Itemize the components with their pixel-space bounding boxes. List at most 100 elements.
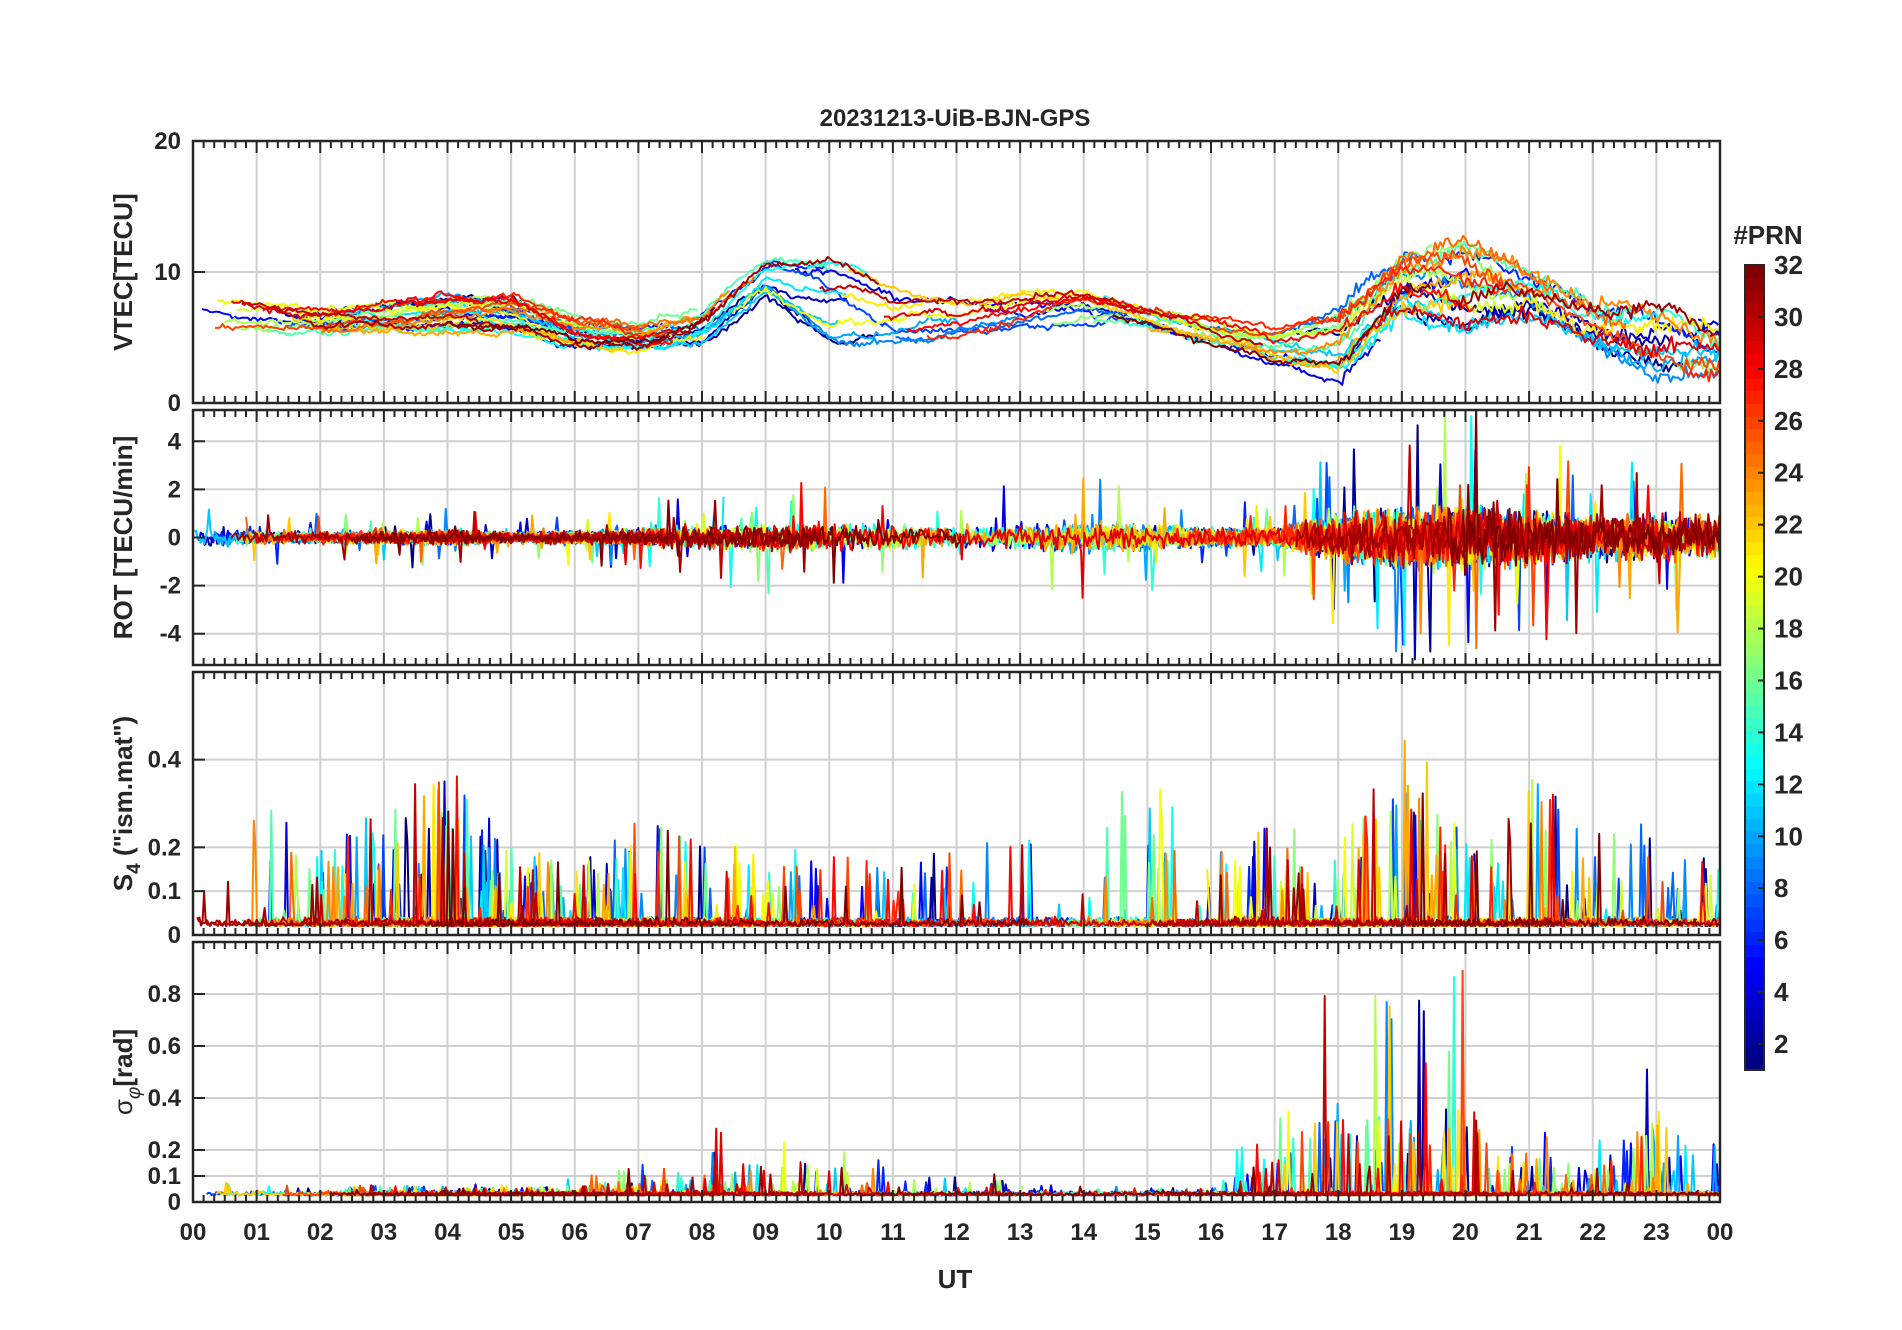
x-tick-label: 22 [1579, 1219, 1606, 1246]
colorbar-segment [1745, 717, 1764, 731]
y-tick-label: 0.2 [148, 1137, 181, 1164]
series-line-prn-28 [262, 290, 674, 349]
y-tick-label: 0.1 [148, 878, 181, 905]
x-tick-label: 16 [1198, 1219, 1225, 1246]
y-tick-label: 0.6 [148, 1033, 181, 1060]
colorbar-segment [1745, 466, 1764, 480]
y-tick-label: 10 [154, 259, 181, 286]
y-tick-label: 20 [154, 128, 181, 155]
colorbar-segment [1745, 277, 1764, 291]
colorbar-segment [1745, 390, 1764, 404]
x-tick-label: 23 [1643, 1219, 1670, 1246]
colorbar-tick-label: 24 [1774, 458, 1803, 488]
series-line-prn-6 [1444, 251, 1718, 354]
series-line-prn-32 [1112, 282, 1432, 366]
y-ticks: 00.10.2 0.4 0.6 0.8 [148, 981, 205, 1216]
colorbar-segment [1745, 831, 1764, 845]
x-tick-label: 04 [434, 1219, 461, 1246]
series-line-prn-31 [198, 817, 537, 928]
y-axis-label-sub: φ [124, 1087, 145, 1099]
colorbar-segment [1745, 617, 1764, 631]
series-line-prn-31 [305, 256, 880, 351]
colorbar-tick-label: 8 [1774, 873, 1788, 903]
colorbar-segment [1745, 956, 1764, 970]
x-tick-label: 06 [561, 1219, 588, 1246]
colorbar-tick-label: 30 [1774, 302, 1803, 332]
x-tick-label: 03 [371, 1219, 398, 1246]
x-tick-label: 14 [1070, 1219, 1097, 1246]
x-tick-label: 17 [1261, 1219, 1288, 1246]
series-line-prn-24 [1242, 244, 1720, 356]
series-line-prn-31 [1153, 817, 1560, 928]
colorbar-segment [1745, 428, 1764, 442]
series-line-prn-32 [1443, 410, 1720, 576]
colorbar-segment [1745, 327, 1764, 342]
panel-vtec: 0 10 20 VTEC[TECU] [108, 128, 1722, 417]
panel-rot: -4 -2 0 2 4 ROT [TECU/min] [108, 408, 1722, 667]
x-tick-label: 02 [307, 1219, 334, 1246]
series-line-prn-20 [732, 286, 1159, 328]
series-line-prn-27 [1685, 368, 1720, 383]
y-tick-label: 2 [168, 476, 181, 503]
colorbar-segment [1745, 994, 1764, 1008]
colorbar-segment [1745, 503, 1764, 518]
y-tick-label: 0 [168, 1189, 181, 1216]
colorbar-segment [1745, 453, 1764, 467]
series-line-prn-30 [241, 302, 500, 329]
y-axis-label-tail: [rad] [108, 1029, 138, 1087]
series-line-prn-27 [396, 291, 680, 338]
colorbar-segment [1745, 592, 1764, 606]
colorbar-segment [1745, 667, 1764, 681]
y-axis-label: ROT [TECU/min] [108, 436, 138, 640]
x-tick-label: 08 [689, 1219, 716, 1246]
y-tick-label: 0 [168, 922, 181, 949]
colorbar-tick-label: 2 [1774, 1029, 1788, 1059]
series-line-prn-21 [841, 288, 1252, 343]
colorbar-tick-label: 22 [1774, 510, 1803, 540]
x-tick-label: 05 [498, 1219, 525, 1246]
series-line-prn-4 [1697, 318, 1720, 332]
colorbar-title: #PRN [1733, 220, 1802, 250]
x-tick-label: 21 [1516, 1219, 1543, 1246]
y-ticks: -4 -2 0 2 4 [160, 428, 205, 648]
x-tick-label: 15 [1134, 1219, 1161, 1246]
colorbar-segment [1745, 529, 1764, 543]
colorbar-segment [1745, 805, 1764, 820]
panel-sigma_phi: 00.10.20.40.60.8σφ[rad] [108, 940, 1722, 1216]
colorbar-tick-label: 6 [1774, 925, 1788, 955]
colorbar-segment [1745, 856, 1764, 870]
colorbar-segment [1745, 654, 1764, 669]
colorbar-segment [1745, 868, 1764, 882]
series-line-prn-27 [926, 264, 1509, 341]
series-line-prn-25 [1363, 234, 1628, 330]
colorbar-segment [1745, 843, 1764, 857]
series-lines [196, 739, 1720, 928]
colorbar-segment [1745, 793, 1764, 807]
y-axis-label: σφ[rad] [108, 1029, 145, 1115]
colorbar-segment [1745, 315, 1764, 329]
colorbar-segment [1745, 1044, 1764, 1059]
series-line-prn-31 [230, 499, 817, 573]
colorbar-tick-label: 20 [1774, 562, 1803, 592]
series-line-prn-30 [819, 284, 1264, 346]
series-line-prn-11 [1257, 293, 1720, 363]
colorbar-segment [1745, 742, 1764, 757]
series-line-prn-32 [352, 499, 963, 584]
colorbar-segment [1745, 415, 1764, 430]
colorbar-segment [1745, 755, 1764, 769]
colorbar-segment [1745, 302, 1764, 316]
colorbar-tick-label: 16 [1774, 665, 1803, 695]
x-ticks [192, 672, 1721, 935]
colorbar-segment [1745, 981, 1764, 996]
series-line-prn-16 [1092, 295, 1370, 349]
colorbar-segment [1745, 642, 1764, 656]
x-tick-label: 00 [180, 1219, 207, 1246]
series-line-prn-32 [1407, 792, 1720, 928]
y-axis-label-sub: 4 [124, 863, 145, 874]
colorbar-segment [1745, 1019, 1764, 1033]
y-tick-label: 0.8 [148, 981, 181, 1008]
series-line-prn-28 [906, 282, 1476, 345]
series-line-prn-32 [839, 1166, 1298, 1197]
